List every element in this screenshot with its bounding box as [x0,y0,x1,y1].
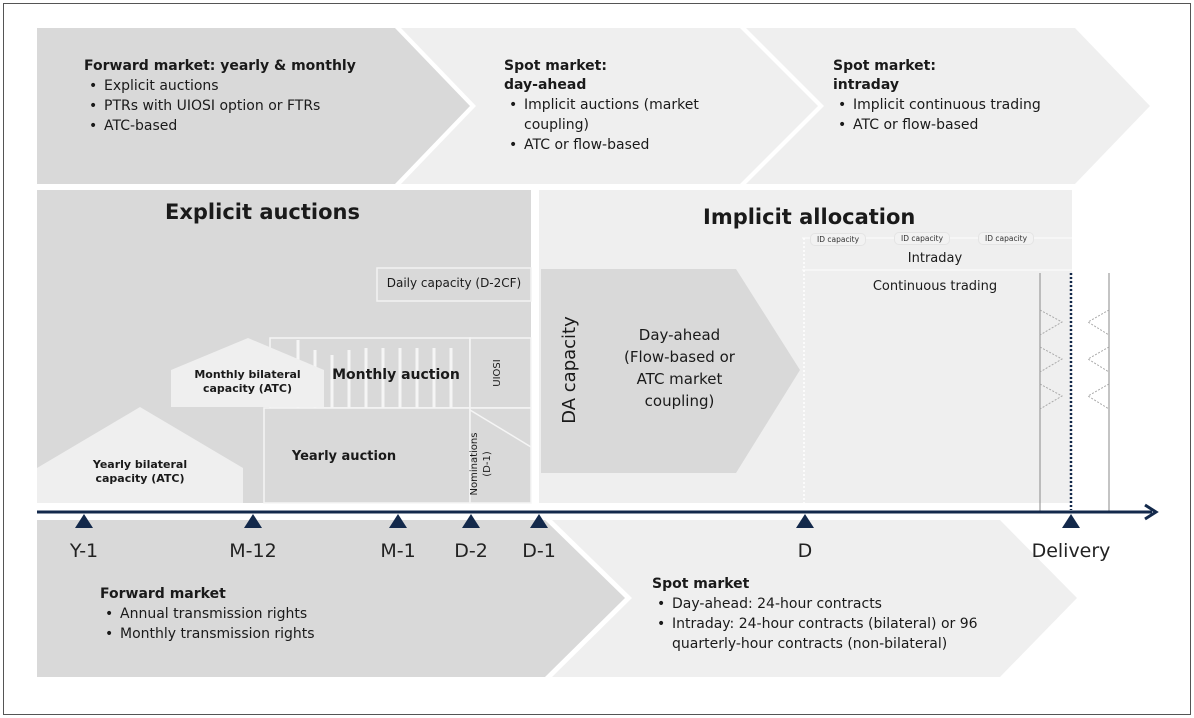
delivery-triangles [1039,309,1110,410]
daily-capacity-label: Daily capacity (D-2CF) [386,276,522,290]
tick-label-m-12: M-12 [229,540,277,562]
bottom-phase-spot-title: Spot market [652,576,750,592]
id-capacity-badge: ID capacity [810,233,867,246]
bullet: Explicit auctions [84,76,356,96]
top-phase-dayahead-title-1: Spot market: [504,58,607,74]
uiosi-box [469,337,532,409]
bottom-phase-forward-title: Forward market [100,586,226,602]
yearly-auction-box [263,407,471,504]
bullet: Intraday: 24-hour contracts (bilateral) … [652,614,1012,654]
top-phase-intraday: Spot market: intraday Implicit continuou… [833,57,1093,135]
implicit-allocation-title: Implicit allocation [703,205,916,229]
nominations-label: Nominations (D-1) [469,432,493,496]
bullet: ATC or flow-based [504,135,734,155]
top-phase-intraday-title-1: Spot market: [833,58,936,74]
bullet: Annual transmission rights [100,604,315,624]
timeline-arrowhead [1144,503,1159,521]
monthly-auction-label: Monthly auction [332,367,460,383]
id-capacity-badge: ID capacity [894,232,951,245]
bullet: ATC or flow-based [833,115,1093,135]
intraday-label: Intraday [907,251,963,266]
tick-label-d-2: D-2 [454,540,488,562]
tick-label-delivery: Delivery [1031,540,1111,562]
explicit-auctions-title: Explicit auctions [165,200,360,224]
uiosi-label: UIOSI [492,359,503,387]
bottom-phase-spot: Spot market Day-ahead: 24-hour contracts… [652,575,1012,654]
id-capacity-badge: ID capacity [978,232,1035,245]
monthly-bilateral-shape [171,338,324,407]
da-capacity-label: DA capacity [559,316,580,424]
top-phase-forward: Forward market: yearly & monthly Explici… [84,57,356,136]
top-phase-intraday-title-2: intraday [833,77,899,93]
bottom-phase-forward: Forward market Annual transmission right… [100,585,315,644]
bullet: ATC-based [84,116,356,136]
bullet: Implicit auctions (market coupling) [504,95,734,135]
nominations-box [469,407,532,504]
tick-label-d-1: D-1 [522,540,556,562]
yearly-auction-label: Yearly auction [291,449,397,464]
da-capacity-chevron [541,269,800,473]
tick-label-y-1: Y-1 [69,540,99,562]
day-ahead-label: Day-ahead (Flow-based or ATC market coup… [624,326,735,410]
tick-label-d: D [797,540,813,562]
yearly-bilateral-shape [37,407,243,503]
top-phase-dayahead: Spot market: day-ahead Implicit auctions… [504,57,734,155]
bullet: Implicit continuous trading [833,95,1093,115]
daily-capacity-box [376,267,532,302]
monthly-bilateral-label: Monthly bilateral capacity (ATC) [194,368,301,395]
tick-label-m-1: M-1 [380,540,416,562]
continuous-trading-label: Continuous trading [872,279,998,294]
bullet: Day-ahead: 24-hour contracts [652,594,1012,614]
yearly-bilateral-label: Yearly bilateral capacity (ATC) [92,458,188,485]
top-phase-forward-title: Forward market: yearly & monthly [84,58,356,74]
top-phase-dayahead-title-2: day-ahead [504,77,587,93]
timeline-markers [75,514,1080,528]
bullet: Monthly transmission rights [100,624,315,644]
bullet: PTRs with UIOSI option or FTRs [84,96,356,116]
